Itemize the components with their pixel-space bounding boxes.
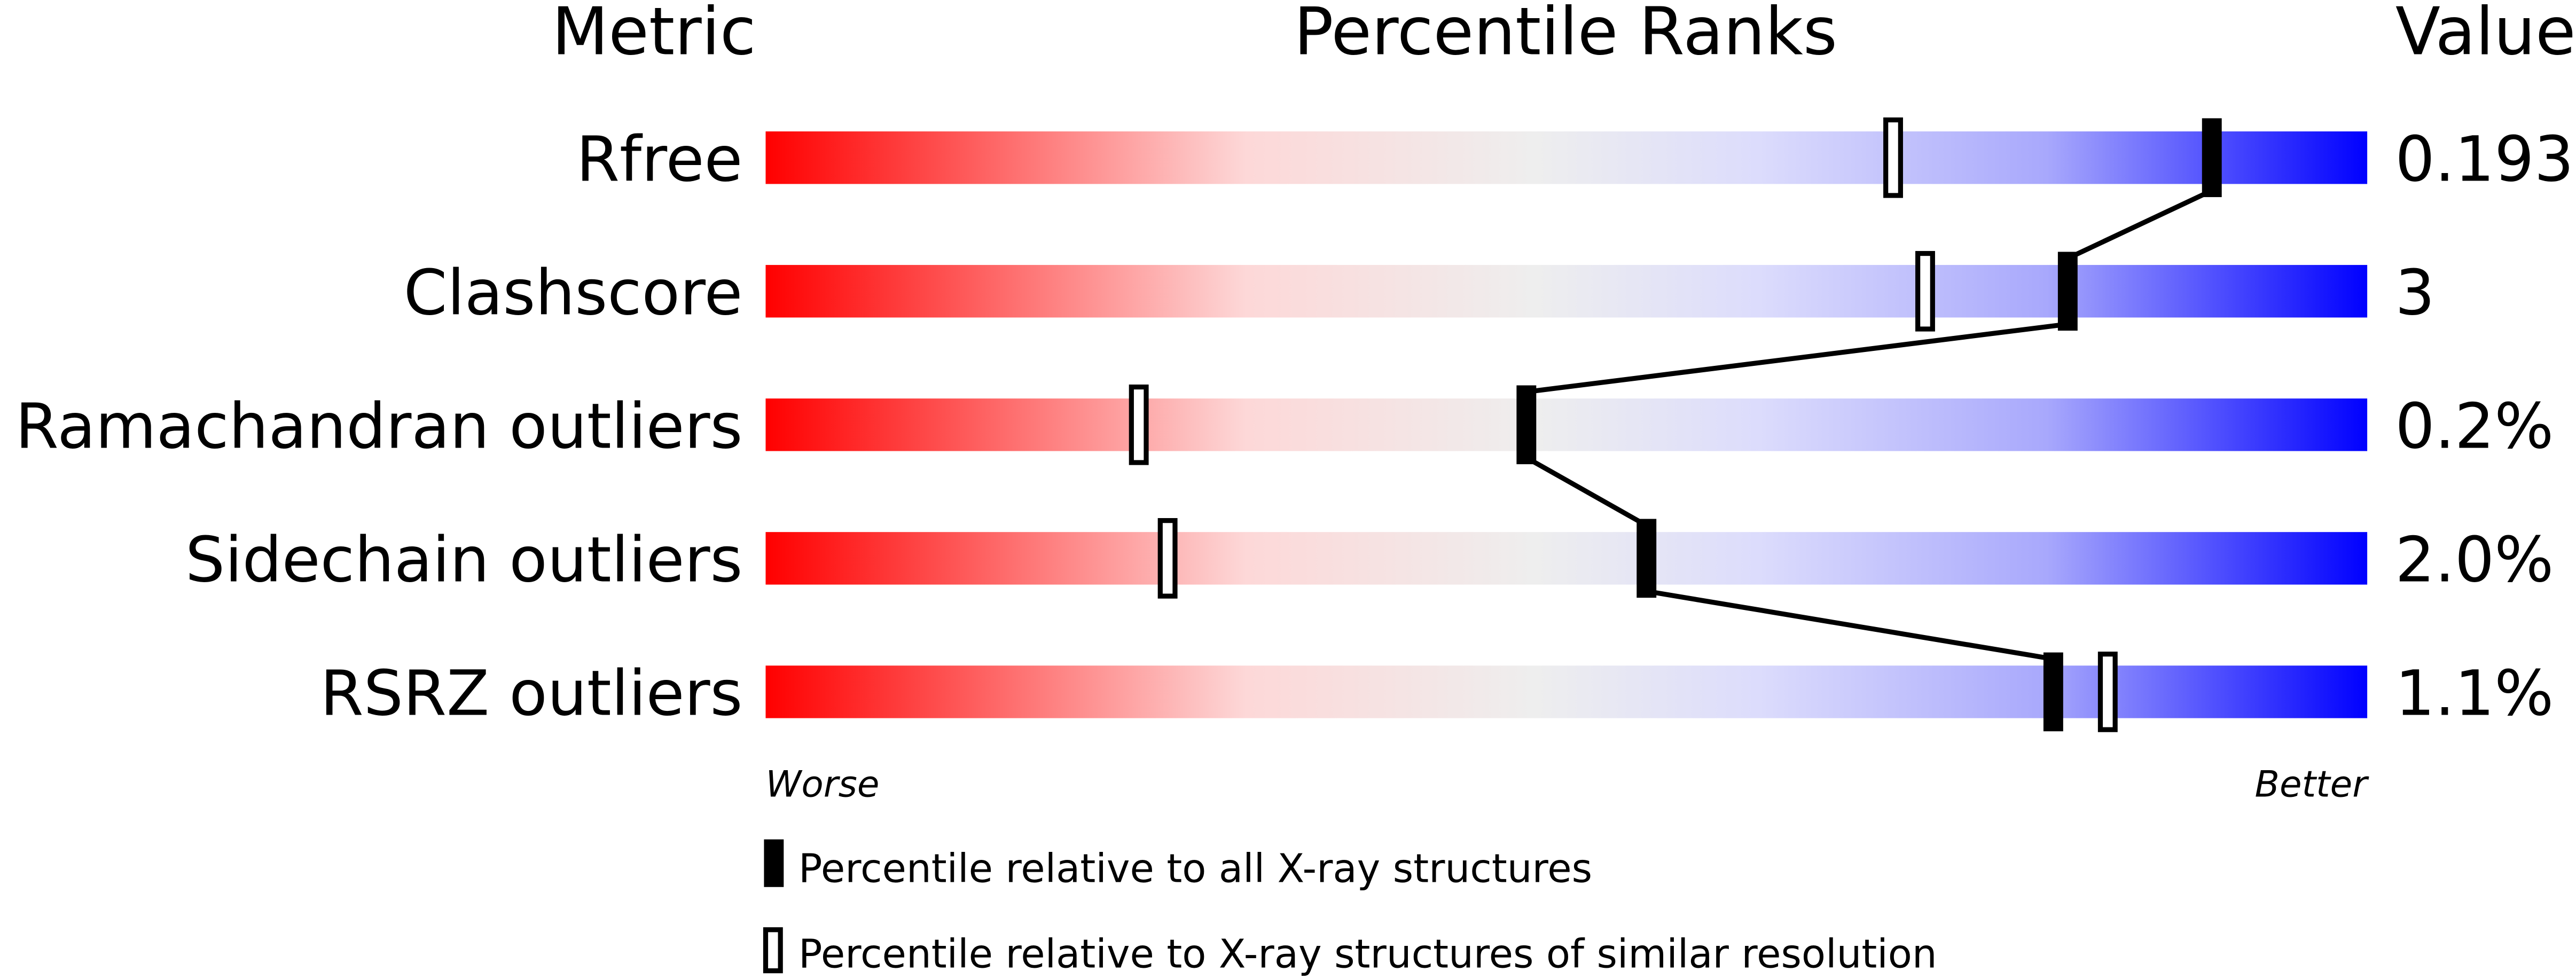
connector-line xyxy=(1525,455,1648,528)
legend-filled-marker xyxy=(764,839,784,887)
marker-all-structures xyxy=(2202,118,2222,198)
marker-similar-resolution xyxy=(1129,384,1149,465)
marker-all-structures xyxy=(1637,519,1657,598)
metric-value: 3 xyxy=(2395,256,2434,329)
metric-value: 1.1% xyxy=(2395,657,2554,730)
metric-value: 2.0% xyxy=(2395,523,2554,596)
marker-similar-resolution xyxy=(1915,250,1935,332)
legend-open-label: Percentile relative to X-ray structures … xyxy=(798,931,1937,977)
marker-similar-resolution xyxy=(2097,652,2118,732)
axis-label-better: Better xyxy=(2255,763,2370,805)
percentile-bar xyxy=(765,665,2368,718)
marker-all-structures xyxy=(1516,385,1537,465)
marker-all-structures xyxy=(2043,652,2063,732)
header-percentile: Percentile Ranks xyxy=(1294,0,1837,70)
metric-label: Sidechain outliers xyxy=(185,523,742,596)
metric-value: 0.193 xyxy=(2395,123,2574,195)
percentile-bar xyxy=(765,532,2368,585)
marker-all-structures xyxy=(2057,252,2078,331)
percentile-bar xyxy=(765,131,2368,184)
connector-line xyxy=(1646,589,2054,662)
metric-label: Rfree xyxy=(576,123,743,195)
metric-label: Clashscore xyxy=(404,256,743,329)
legend-open-marker xyxy=(763,927,783,974)
metric-label: Ramachandran outliers xyxy=(15,390,743,463)
connector-line xyxy=(1526,322,2068,395)
axis-label-worse: Worse xyxy=(765,763,879,805)
percentile-bar xyxy=(765,398,2368,451)
metric-value: 0.2% xyxy=(2395,390,2554,463)
header-value: Value xyxy=(2395,0,2576,70)
marker-similar-resolution xyxy=(1883,117,1903,198)
marker-similar-resolution xyxy=(1157,518,1178,599)
header-metric: Metric xyxy=(552,0,756,70)
connector-line xyxy=(2066,188,2213,261)
metric-label: RSRZ outliers xyxy=(320,657,743,730)
percentile-bar xyxy=(765,265,2368,318)
legend-filled-label: Percentile relative to all X-ray structu… xyxy=(798,846,1592,892)
